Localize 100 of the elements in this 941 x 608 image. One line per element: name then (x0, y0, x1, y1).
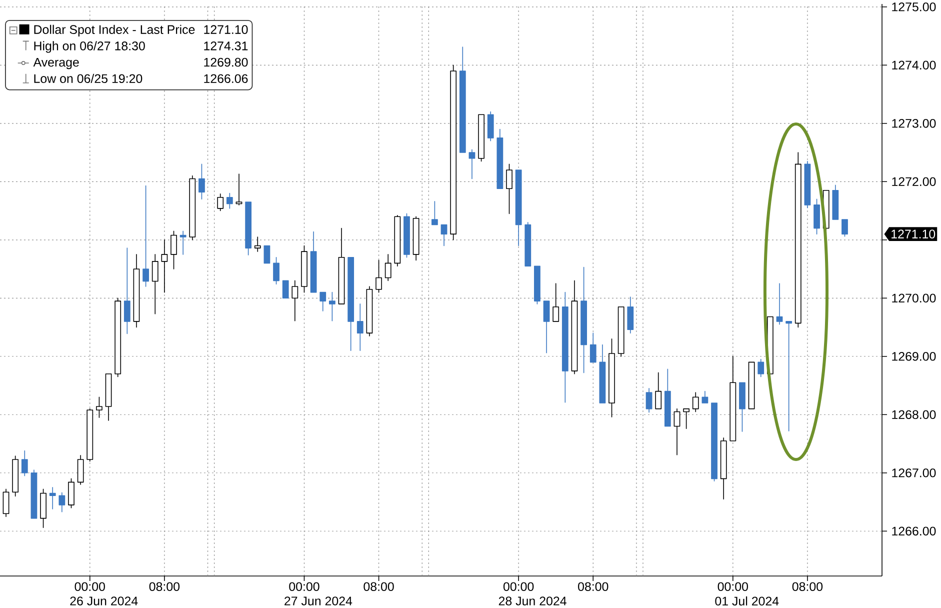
x-tick-label: 00:00 (289, 582, 320, 592)
candlestick (338, 228, 345, 304)
annotation: 1266.06 (204, 74, 248, 84)
candlestick (58, 492, 66, 512)
annotation: Low on 06/25 19:20 (34, 74, 142, 84)
candlestick (758, 358, 764, 378)
candlestick (842, 219, 848, 237)
candlestick (515, 170, 522, 246)
candlestick (264, 245, 270, 264)
candlestick (30, 470, 38, 519)
candlestick (236, 174, 242, 206)
y-tick-label: 1274.00 (892, 60, 936, 70)
candlestick (170, 230, 177, 270)
x-tick-label: 00:00 (503, 582, 534, 592)
candlestick (580, 266, 587, 374)
candlestick (627, 296, 634, 334)
text: 1271.10 (892, 230, 936, 238)
y-tick-label: 1269.00 (892, 352, 936, 361)
candlestick (571, 280, 578, 374)
y-tick-label: 1267.00 (892, 468, 936, 478)
candlestick (384, 254, 392, 282)
candlestick (301, 245, 308, 293)
candlestick (692, 392, 699, 412)
candlestick (832, 184, 839, 220)
y-tick-label: 1272.00 (892, 177, 936, 186)
candlestick (646, 388, 652, 413)
candlestick (496, 128, 504, 190)
candlestick (590, 332, 596, 363)
candlestick (114, 298, 122, 378)
candlestick (2, 488, 10, 517)
candlestick (21, 450, 28, 476)
y-tick-label: 1273.00 (892, 118, 936, 128)
legend-label: Dollar Spot Index - Last Price (34, 24, 195, 36)
candlestick (459, 46, 466, 153)
candlestick (720, 438, 727, 500)
candlestick (804, 160, 811, 208)
candlestick (376, 260, 382, 293)
candlestick (534, 266, 540, 304)
candlestick (478, 114, 484, 162)
candlestick (440, 224, 448, 246)
candlestick (77, 455, 84, 485)
candlestick (487, 111, 494, 142)
candlestick (189, 175, 196, 240)
candlestick (404, 213, 410, 258)
y-tick-label: 1268.00 (892, 410, 936, 420)
candlestick (105, 373, 112, 421)
text: 01 Jul 2024 (715, 596, 779, 606)
candlestick (655, 372, 662, 410)
candlestick (506, 164, 512, 214)
x-tick-label: 00:00 (74, 582, 105, 592)
x-tick-label: 08:00 (149, 582, 180, 592)
y-tick-label: 1266.00 (892, 526, 936, 536)
candlestick (198, 164, 205, 200)
candlestick (711, 402, 718, 482)
annotation: 1274.31 (204, 42, 248, 50)
candlestick (524, 222, 532, 267)
candlestick (702, 390, 708, 404)
candlestick (245, 202, 252, 256)
candlestick (776, 283, 783, 325)
candlestick (124, 248, 130, 334)
candlestick (49, 487, 56, 510)
candlestick (748, 362, 755, 410)
candlestick (161, 239, 168, 293)
candlestick (608, 338, 615, 418)
candlestick (68, 478, 74, 508)
candlestick (450, 64, 457, 240)
candlestick (431, 201, 438, 226)
candlestick (412, 216, 420, 261)
text: 26 Jun 2024 (70, 596, 138, 606)
candlestick (674, 408, 680, 456)
candlestick (739, 382, 746, 432)
candlestick (273, 256, 280, 285)
annotation: 1271.10 (204, 25, 248, 34)
candlestick (468, 149, 476, 180)
candlestick (664, 368, 671, 427)
candlestick (730, 356, 736, 442)
candlestick (12, 456, 19, 497)
candlestick (356, 304, 364, 351)
annotation: Average (33, 58, 79, 70)
candlestick (292, 280, 298, 322)
x-tick-label: 00:00 (718, 582, 748, 592)
y-tick-label: 1275.00 (892, 2, 936, 12)
candlestick (543, 300, 550, 354)
candlestick (180, 230, 186, 255)
candlestick (282, 280, 289, 299)
x-tick-label: 08:00 (578, 582, 608, 592)
candlestick (366, 286, 373, 336)
candlestick (814, 198, 820, 234)
candlestick (133, 254, 140, 328)
candlestick (794, 152, 802, 328)
text: 28 Jun 2024 (498, 596, 566, 606)
candlestick (394, 215, 401, 267)
candlestick (226, 192, 233, 209)
candlestick (40, 488, 46, 528)
candlestick (320, 292, 326, 312)
candlestick (618, 306, 624, 357)
candlestick (86, 408, 94, 462)
x-tick-label: 08:00 (364, 582, 394, 592)
annotation: 1269.80 (204, 58, 248, 67)
candlestick (348, 256, 354, 351)
